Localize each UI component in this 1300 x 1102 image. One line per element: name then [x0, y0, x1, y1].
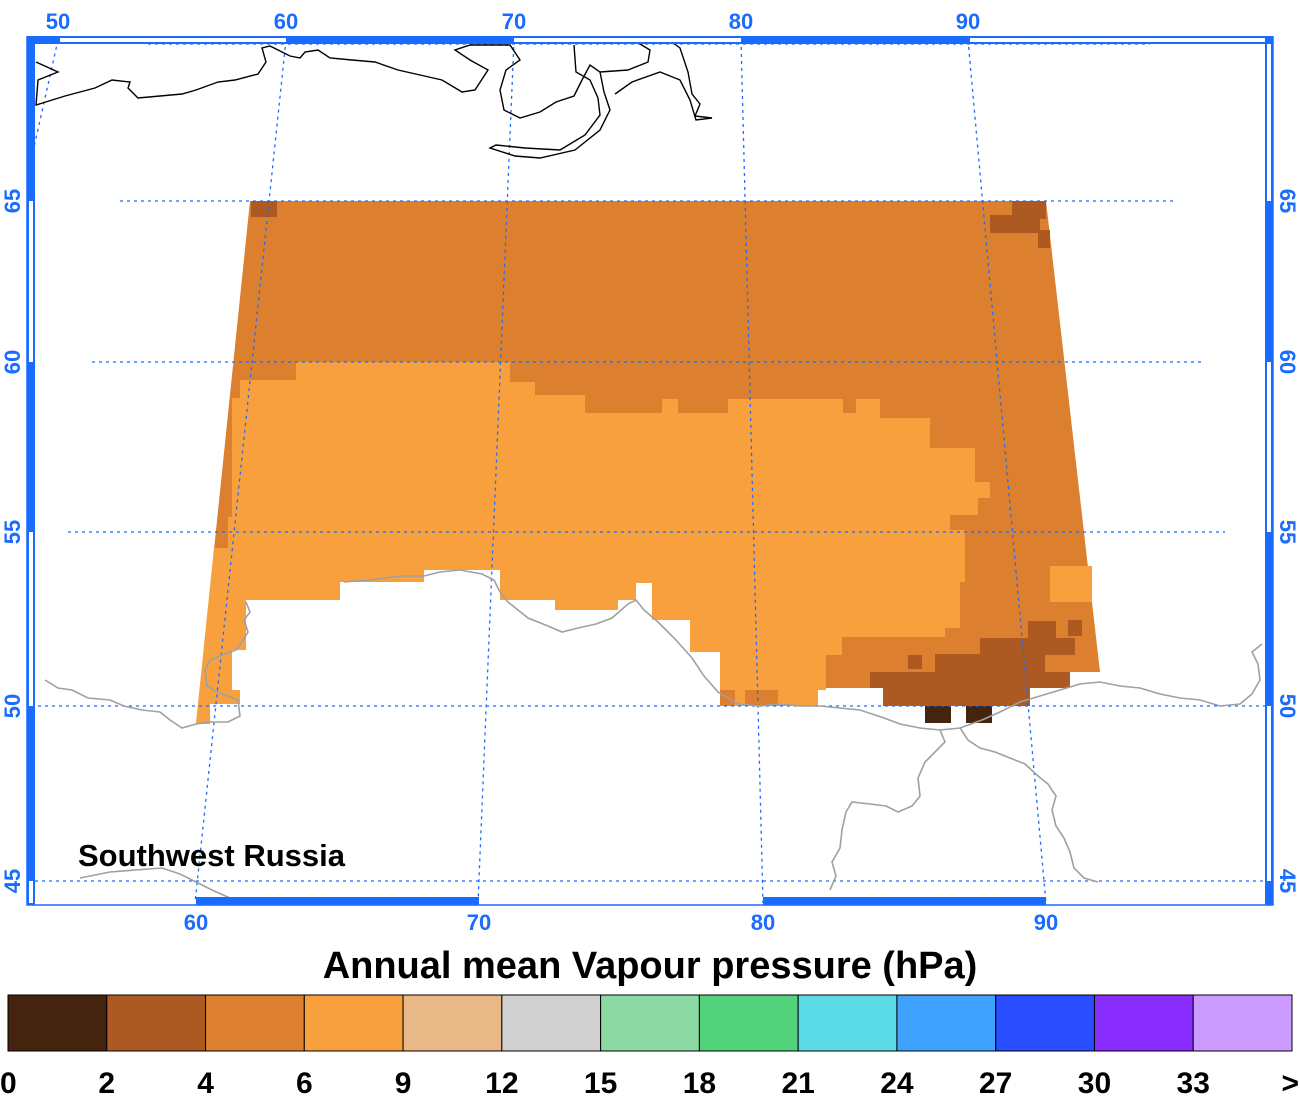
- colorbar-swatch: [600, 994, 700, 1052]
- tick-label: 70: [467, 910, 491, 935]
- tick-label: 60: [184, 910, 208, 935]
- frame-tick-gaps: [29, 38, 1271, 903]
- tick-label: 90: [956, 9, 980, 34]
- colorbar-labels: 0 2 4 6 9 12 15 18 21 24 27 30 33 >: [0, 1067, 1299, 1100]
- colorbar-label: 24: [880, 1067, 914, 1100]
- top-lon-labels: 50 60 70 80 90: [46, 9, 980, 34]
- tick-label: 55: [1275, 520, 1300, 544]
- colorbar-label: 9: [395, 1067, 412, 1100]
- tick-label: 65: [0, 189, 25, 213]
- tick-label: 90: [1034, 910, 1058, 935]
- colorbar-label: 6: [296, 1067, 313, 1100]
- coastline: [35, 39, 713, 159]
- colorbar-swatch: [106, 994, 207, 1052]
- colorbar-label: 0: [0, 1067, 17, 1100]
- colorbar-label: 27: [979, 1067, 1012, 1100]
- field-class-2-4: [908, 655, 922, 669]
- colorbar-swatch: [7, 994, 108, 1052]
- vapour-pressure-field: [196, 201, 1100, 724]
- tick-label: 70: [502, 9, 526, 34]
- colorbar-label: 15: [584, 1067, 617, 1100]
- field-class-2-4: [990, 215, 1040, 233]
- tick-label: 60: [1275, 350, 1300, 374]
- tick-label: 55: [0, 520, 25, 544]
- field-class-2-4: [1038, 230, 1050, 248]
- colorbar-label: 33: [1177, 1067, 1210, 1100]
- left-lat-labels: 65 60 55 50 45: [0, 189, 25, 893]
- colorbar-swatch: [205, 994, 305, 1052]
- field-class-6-9: [1050, 566, 1092, 602]
- frame-left-edge: [27, 36, 35, 905]
- colorbar-swatch: [303, 994, 404, 1052]
- tick-label: 60: [274, 9, 298, 34]
- colorbar-label: 2: [98, 1067, 115, 1100]
- tick-label: 45: [1275, 869, 1300, 893]
- colorbar-swatch: [797, 994, 898, 1052]
- colorbar-swatch: [501, 994, 602, 1052]
- colorbar-label: 21: [781, 1067, 814, 1100]
- colorbar-swatch: [1192, 994, 1293, 1052]
- colorbar-label: 30: [1078, 1067, 1111, 1100]
- colorbar-swatch: [896, 994, 997, 1052]
- tick-label: 65: [1275, 189, 1300, 213]
- colorbar-label: 18: [683, 1067, 716, 1100]
- tick-label: 50: [46, 9, 70, 34]
- colorbar-swatch: [698, 994, 799, 1052]
- tick-label: 60: [0, 350, 25, 374]
- field-class-2-4: [1012, 201, 1046, 219]
- field-class-6-9: [196, 362, 990, 724]
- map-title: Annual mean Vapour pressure (hPa): [323, 945, 978, 987]
- colorbar-label: 12: [485, 1067, 518, 1100]
- tick-label: 80: [751, 910, 775, 935]
- tick-label: 50: [1275, 694, 1300, 718]
- field-class-2-4: [251, 201, 277, 217]
- tick-label: 80: [729, 9, 753, 34]
- field-class-2-4: [870, 621, 1075, 706]
- colorbar-swatch: [402, 994, 503, 1052]
- frame-bottom-edge: [196, 897, 479, 905]
- right-lat-labels: 65 60 55 50 45: [1275, 189, 1300, 893]
- colorbar-label: >: [1281, 1067, 1299, 1100]
- colorbar: [7, 994, 1293, 1052]
- bottom-lon-labels: 60 70 80 90: [184, 910, 1058, 935]
- colorbar-swatch: [995, 994, 1095, 1052]
- region-label: Southwest Russia: [78, 838, 346, 873]
- field-class-2-4: [1068, 620, 1082, 636]
- field-class-0-2: [925, 706, 951, 723]
- tick-label: 45: [0, 869, 25, 893]
- country-borders: [44, 569, 1263, 899]
- frame-bottom-edge: [763, 897, 1046, 905]
- tick-label: 50: [0, 694, 25, 718]
- colorbar-swatch: [1093, 994, 1194, 1052]
- colorbar-label: 4: [197, 1067, 214, 1100]
